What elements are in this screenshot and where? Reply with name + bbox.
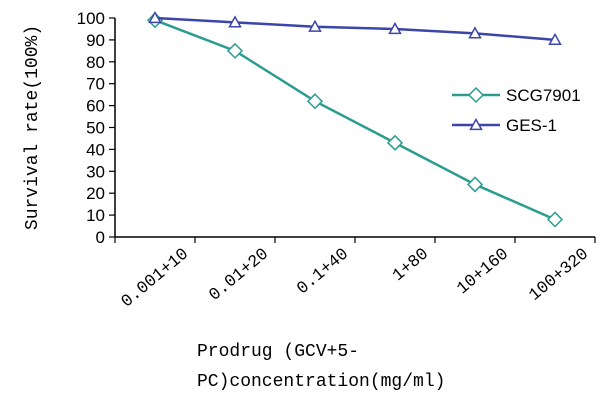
legend-marker-ges-1 bbox=[469, 117, 483, 131]
x-tick-label: 0.1+40 bbox=[294, 245, 353, 299]
y-tick-label: 100 bbox=[77, 9, 105, 28]
legend-label-scg7901: SCG7901 bbox=[506, 86, 581, 105]
data-point-ges-1 bbox=[228, 15, 242, 28]
x-tick-label: 1+80 bbox=[389, 245, 432, 286]
data-point-ges-1 bbox=[148, 10, 162, 24]
series-line-scg7901 bbox=[154, 19, 556, 221]
y-tick-label: 20 bbox=[86, 184, 105, 203]
data-point-scg7901 bbox=[466, 176, 484, 193]
y-tick-labels: 0 10 20 30 40 50 60 70 80 90 100 bbox=[77, 9, 105, 247]
y-tick-label: 0 bbox=[96, 228, 105, 247]
y-axis-label: Survival rate(100%) bbox=[23, 25, 43, 230]
data-point-scg7901 bbox=[386, 134, 404, 151]
x-tick-label: 0.001+10 bbox=[118, 245, 193, 312]
data-point-scg7901 bbox=[546, 211, 564, 228]
data-point-ges-1 bbox=[468, 26, 482, 39]
chart-legend: SCG7901 GES-1 bbox=[452, 86, 581, 135]
data-point-ges-1 bbox=[308, 19, 322, 32]
y-tick-label: 10 bbox=[86, 206, 105, 225]
y-tick-label: 60 bbox=[86, 97, 105, 116]
x-axis-label-line-2: PC)concentration(mg/ml) bbox=[197, 372, 445, 392]
y-tick-label: 40 bbox=[86, 140, 105, 159]
chart-series bbox=[146, 10, 564, 228]
x-tick-labels: 0.001+10 0.01+20 0.1+40 1+80 10+160 100+320 bbox=[118, 245, 593, 312]
x-axis-label-line-1: Prodrug (GCV+5- bbox=[197, 342, 359, 362]
data-point-scg7901 bbox=[306, 93, 324, 110]
chart-axes bbox=[109, 17, 596, 243]
legend-marker-scg7901 bbox=[467, 86, 485, 104]
data-point-scg7901 bbox=[226, 42, 244, 59]
data-point-ges-1 bbox=[548, 32, 562, 46]
y-tick-label: 70 bbox=[86, 75, 105, 94]
x-tick-label: 10+160 bbox=[454, 245, 513, 299]
y-tick-label: 50 bbox=[86, 119, 105, 138]
data-point-ges-1 bbox=[388, 21, 402, 35]
y-tick-label: 30 bbox=[86, 162, 105, 181]
series-line-ges-1 bbox=[154, 16, 556, 42]
x-tick-label: 0.01+20 bbox=[206, 245, 273, 305]
legend-label-ges-1: GES-1 bbox=[506, 116, 557, 135]
x-tick-label: 100+320 bbox=[526, 245, 593, 305]
y-tick-label: 90 bbox=[86, 31, 105, 50]
y-tick-label: 80 bbox=[86, 53, 105, 72]
